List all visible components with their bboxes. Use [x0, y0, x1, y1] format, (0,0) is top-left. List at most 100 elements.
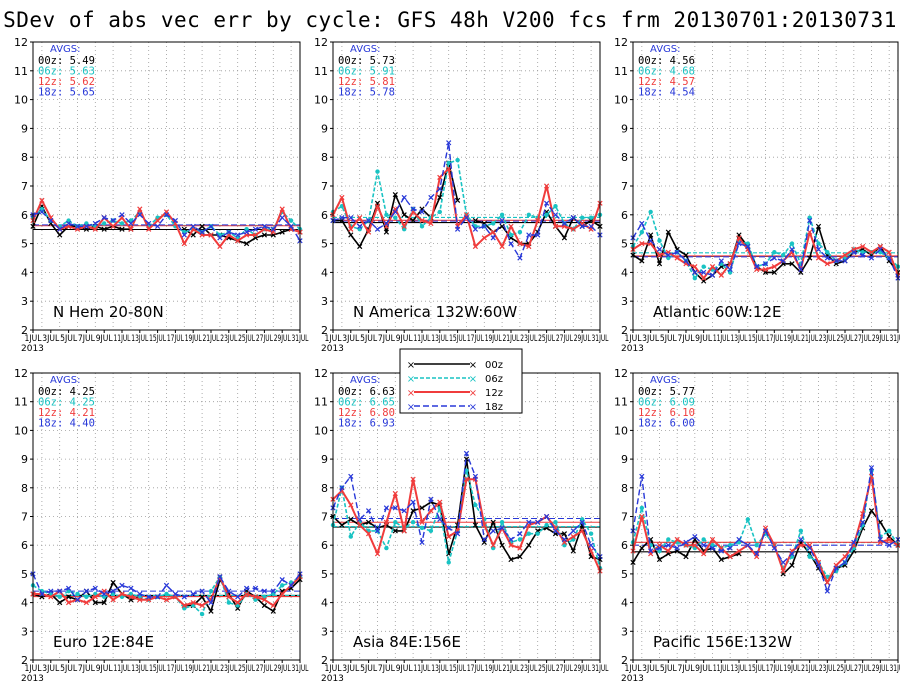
point-18z	[270, 588, 276, 594]
point-18z	[754, 264, 760, 270]
x-tick-label: 19JUL	[784, 664, 801, 674]
point-00z	[101, 226, 107, 232]
point-06z	[280, 583, 285, 588]
point-06z	[526, 212, 531, 217]
point-18z	[842, 258, 848, 264]
y-tick-label: 4	[21, 597, 28, 610]
y-tick-label: 8	[621, 482, 628, 495]
point-00z	[490, 519, 496, 525]
avg-label-06z: 06z: 6.65	[338, 397, 395, 409]
avgs-heading: AVGS:	[650, 375, 681, 386]
y-tick-label: 10	[614, 424, 628, 437]
point-12z	[208, 232, 214, 238]
point-18z	[745, 243, 751, 250]
legend-marker: ×	[469, 374, 477, 385]
point-18z	[815, 246, 822, 252]
point-00z	[437, 194, 443, 201]
y-tick-label: 3	[21, 295, 28, 308]
point-18z	[570, 528, 576, 534]
point-12z	[374, 551, 381, 557]
point-12z	[701, 551, 707, 557]
point-12z	[48, 594, 54, 600]
point-18z	[877, 536, 883, 543]
avg-label-00z: 00z: 4.25	[38, 386, 95, 398]
point-18z	[446, 140, 452, 146]
point-12z	[517, 240, 523, 247]
point-18z	[146, 594, 152, 600]
point-12z	[261, 597, 268, 603]
y-tick-label: 11	[614, 65, 628, 78]
x-tick-label: 15JUL	[449, 664, 466, 674]
point-12z	[357, 522, 363, 528]
x-tick-label: 3JUL	[42, 334, 59, 344]
x-tick-label: 3JUL	[342, 334, 359, 344]
point-18z	[543, 200, 550, 206]
point-18z	[357, 516, 363, 522]
y-tick-label: 10	[14, 94, 28, 107]
x-tick-label: 13JUL	[431, 664, 448, 674]
point-18z	[481, 536, 487, 543]
x-tick-label: 7JUL	[378, 334, 395, 344]
y-tick-label: 3	[321, 625, 328, 638]
point-12z	[508, 542, 514, 548]
point-00z	[392, 528, 398, 534]
avg-label-06z: 06z: 4.25	[38, 397, 95, 409]
point-06z	[455, 157, 460, 163]
point-12z	[365, 531, 372, 537]
x-tick-label: 21JUL	[801, 664, 818, 674]
point-06z	[580, 215, 585, 220]
point-18z	[552, 528, 559, 534]
x-tick-label: 31JUL	[592, 664, 609, 674]
point-00z	[561, 235, 568, 241]
point-18z	[736, 536, 742, 543]
legend-marker: ×	[407, 402, 415, 413]
point-12z	[446, 533, 452, 540]
plot-frame	[632, 372, 899, 661]
x-tick-label: 7JUL	[378, 664, 395, 674]
point-18z	[217, 574, 223, 580]
plot-frame	[32, 372, 301, 661]
point-12z	[824, 579, 830, 586]
avg-label-06z: 06z: 6.09	[638, 397, 695, 409]
x-year-label: 2013	[21, 674, 44, 684]
point-12z	[110, 597, 116, 603]
point-18z	[824, 588, 830, 594]
point-12z	[701, 275, 707, 281]
x-tick-label: 3JUL	[42, 664, 59, 674]
avg-label-06z: 06z: 5.91	[338, 66, 395, 78]
x-tick-label: 9JUL	[396, 334, 413, 344]
point-12z	[39, 197, 45, 204]
point-18z	[208, 223, 214, 229]
point-18z	[639, 473, 645, 479]
x-tick-label: 11JUL	[114, 664, 131, 674]
point-12z	[243, 591, 250, 597]
point-12z	[348, 502, 354, 508]
point-06z	[692, 275, 698, 281]
x-tick-label: 17JUL	[467, 334, 484, 344]
point-00z	[570, 548, 576, 554]
x-tick-label: 25JUL	[837, 334, 854, 344]
y-tick-label: 10	[14, 424, 28, 437]
x-tick-label: 23JUL	[819, 664, 836, 674]
point-12z	[119, 591, 125, 597]
x-tick-label: 17JUL	[766, 664, 783, 674]
x-tick-label: 15JUL	[748, 664, 765, 674]
point-18z	[701, 542, 707, 548]
point-00z	[261, 602, 268, 609]
x-tick-label: 11JUL	[414, 334, 431, 344]
avg-label-12z: 12z: 6.80	[338, 407, 395, 419]
point-06z	[75, 591, 80, 597]
point-06z	[491, 221, 496, 226]
point-18z	[798, 536, 804, 543]
y-tick-label: 7	[321, 180, 328, 193]
point-06z	[508, 232, 514, 238]
point-18z	[588, 223, 594, 229]
point-18z	[365, 508, 372, 514]
point-12z	[526, 243, 532, 250]
y-tick-label: 5	[321, 568, 328, 581]
point-18z	[472, 226, 479, 232]
y-tick-label: 7	[621, 511, 628, 524]
point-18z	[119, 212, 125, 218]
x-tick-label: 31JUL	[292, 664, 309, 674]
point-18z	[709, 272, 716, 278]
